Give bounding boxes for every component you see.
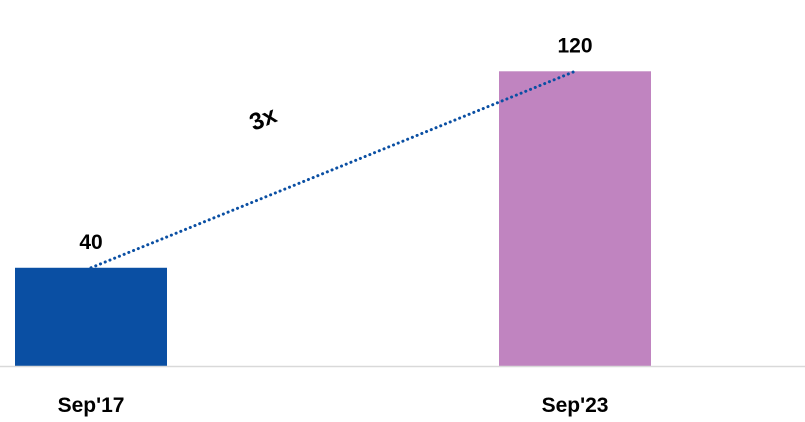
- value-labels-group: 40 120: [79, 34, 592, 253]
- tick-labels-group: Sep'17 Sep'23: [58, 394, 609, 417]
- bar-sep17: [15, 267, 167, 366]
- bars-group: [15, 71, 651, 366]
- growth-annotation: 3x: [246, 101, 281, 136]
- value-label: 120: [557, 34, 592, 57]
- trend-line: [89, 69, 577, 270]
- x-tick-label: Sep'17: [58, 394, 125, 417]
- bar-sep23: [499, 71, 651, 366]
- x-tick-label: Sep'23: [542, 394, 609, 417]
- value-label: 40: [79, 231, 102, 254]
